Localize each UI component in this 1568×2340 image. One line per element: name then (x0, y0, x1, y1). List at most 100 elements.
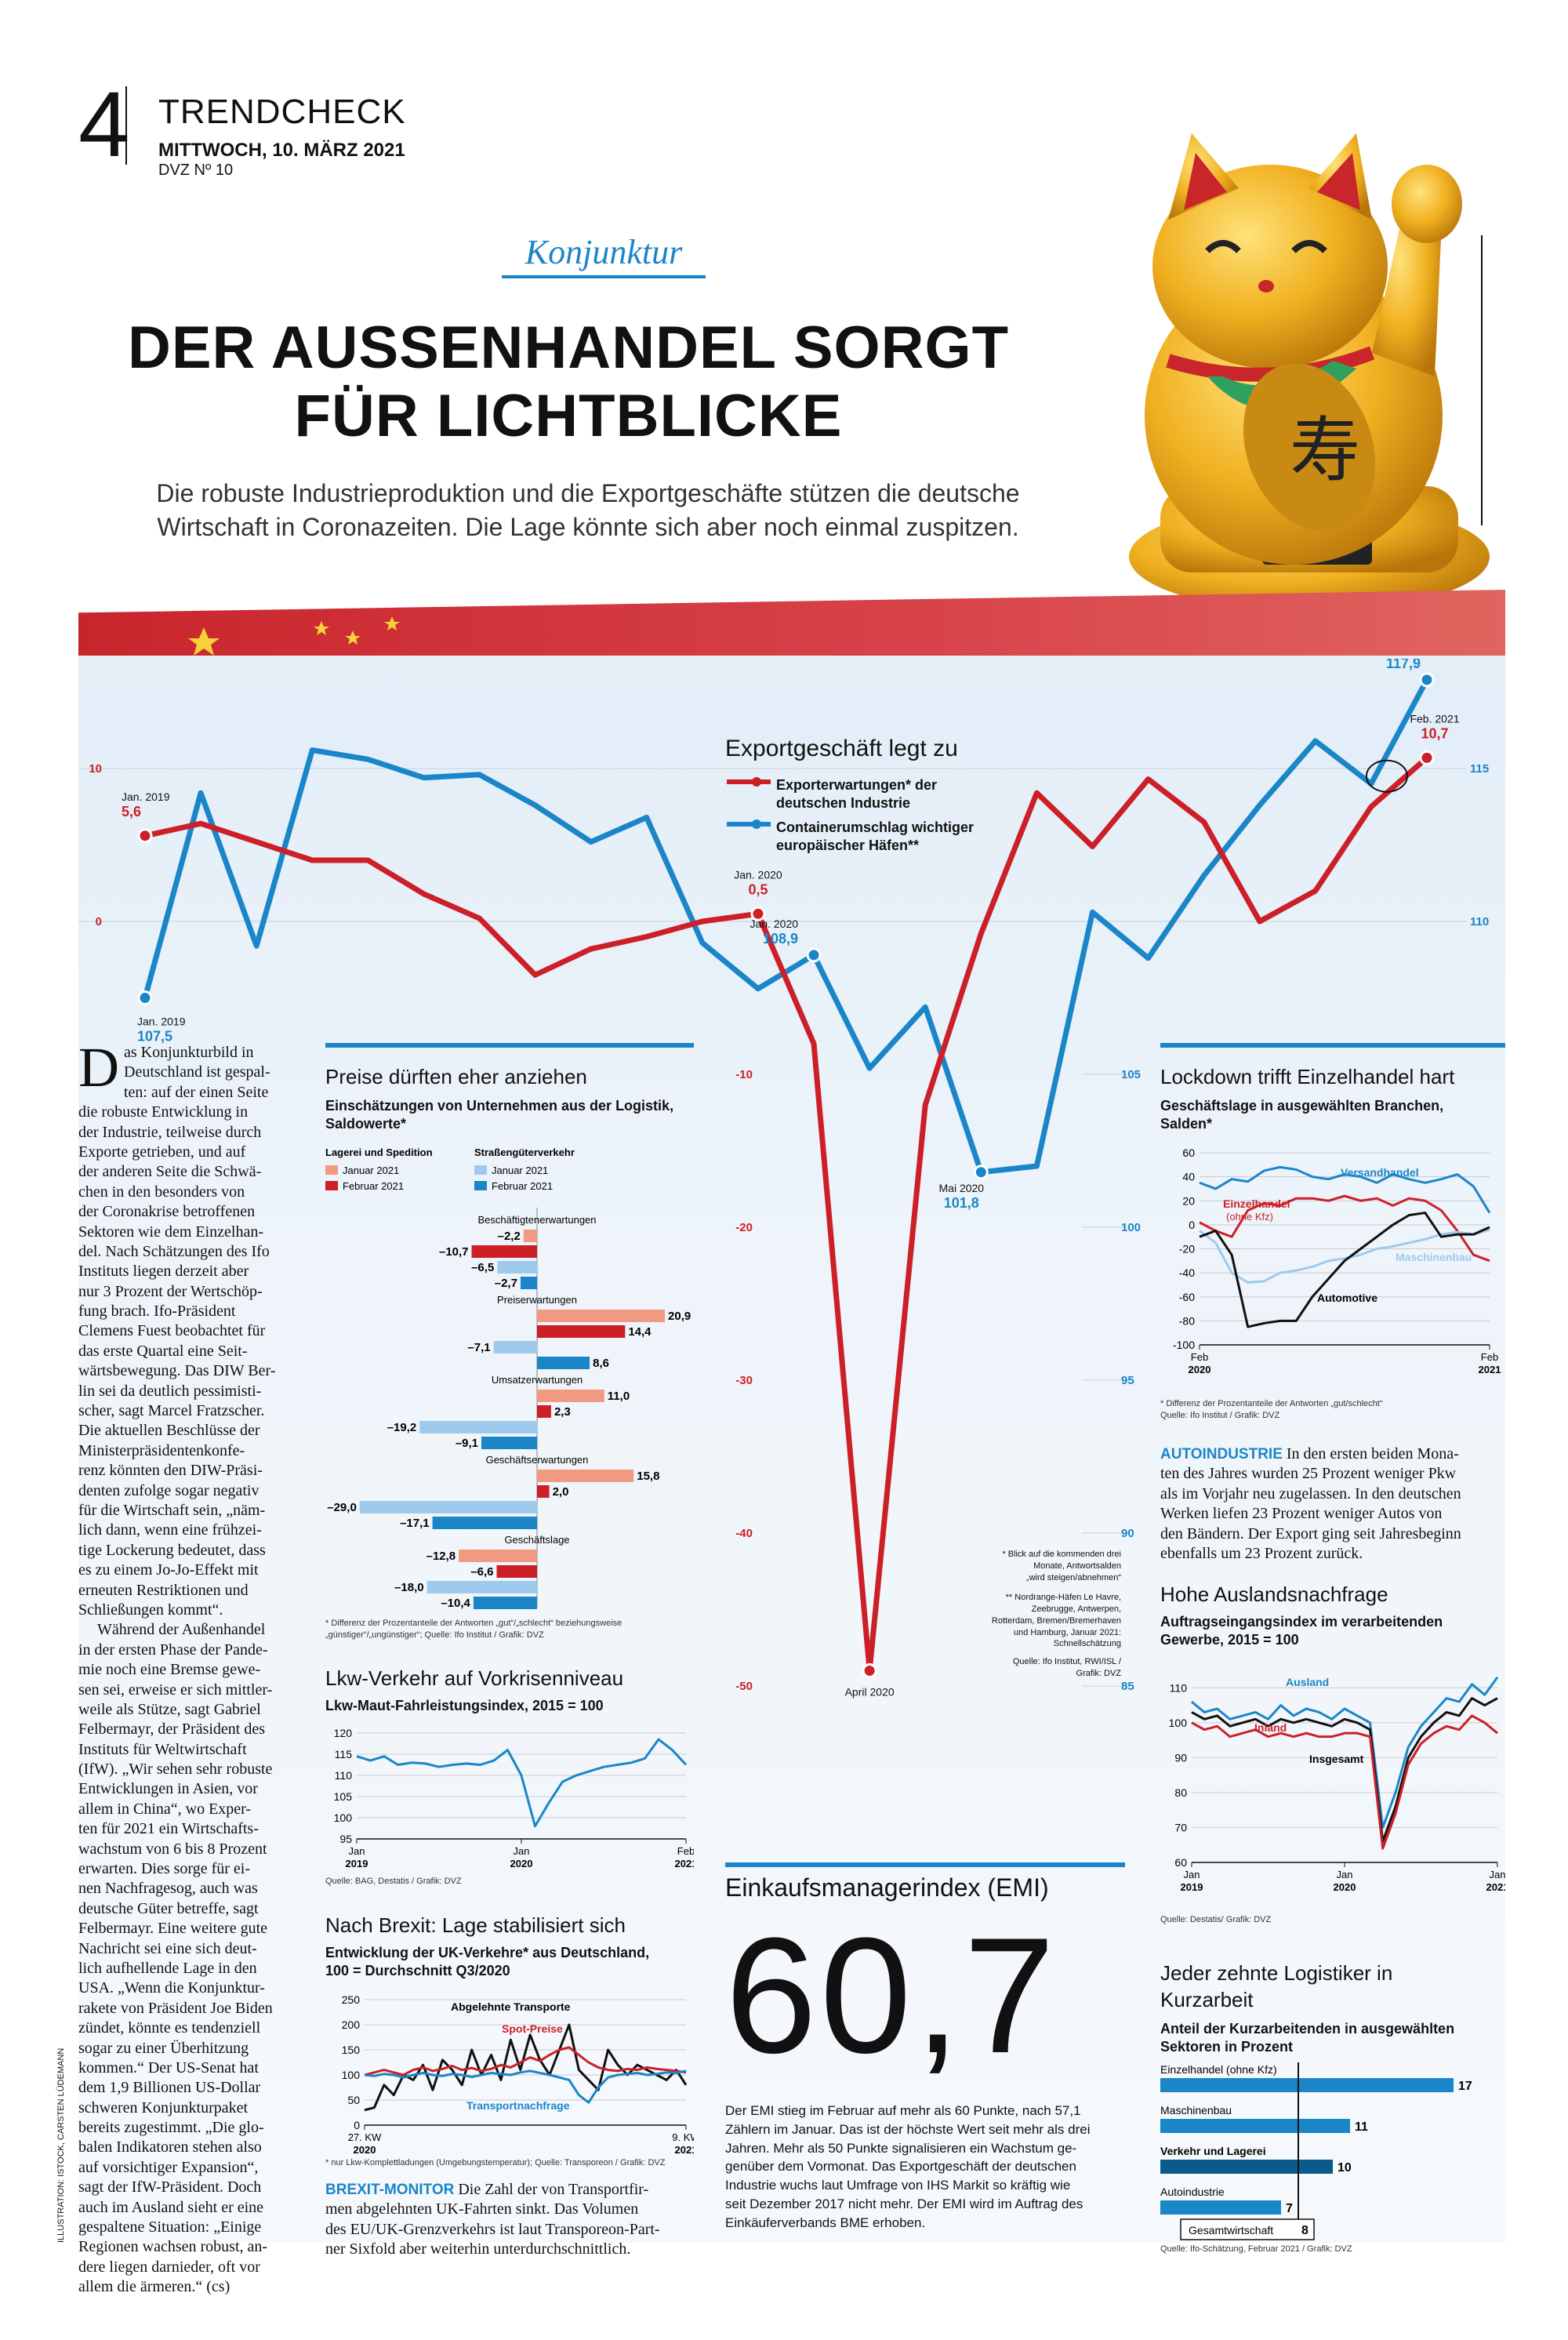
export-right-tick: 100 (1121, 1221, 1141, 1234)
prices-bar (359, 1501, 537, 1513)
export-point-value: 108,9 (763, 931, 798, 947)
brexit-chart-x-label: 2020 (354, 2144, 376, 2156)
prices-bar (537, 1405, 551, 1418)
prices-legend-swatch (325, 1165, 338, 1175)
prices-legend-label: Januar 2021 (343, 1165, 399, 1176)
emi-text-line: Der EMI stieg im Februar auf mehr als 60… (725, 2103, 1081, 2118)
article-line: nen Nachfragesog, auch was (78, 1880, 258, 1898)
kurzarbeit-title-line: Kurzarbeit (1160, 1987, 1254, 2011)
article-line: Entwicklungen in Asien, vor (78, 1780, 258, 1798)
prices-bar-label: –17,1 (400, 1517, 430, 1530)
prices-legend-swatch (474, 1181, 487, 1190)
brexit-monitor: BREXIT-MONITOR Die Zahl der von Transpor… (325, 2180, 694, 2260)
export-footnote-1-line: Monate, Antwortsalden (1033, 1561, 1121, 1571)
article-line: Felbermayr. Eine weitere gute (78, 1920, 268, 1938)
prices-category-label: Beschäftigtenerwartungen (477, 1214, 596, 1226)
prices-bar-label: –10,4 (441, 1597, 470, 1610)
autoindustrie-line: als im Vorjahr neu zugelassen. In den de… (1160, 1484, 1461, 1502)
brexit-monitor-text: Die Zahl der von Transportfir- (454, 2181, 649, 2198)
prices-bar (481, 1437, 537, 1449)
ausland-subtitle-line: Gewerbe, 2015 = 100 (1160, 1632, 1299, 1648)
einzel-series-label: Einzelhandel (1223, 1197, 1290, 1210)
export-right-tick: 90 (1121, 1527, 1134, 1540)
export-right-tick: 115 (1470, 762, 1489, 776)
export-point-date: Jan. 2019 (122, 790, 170, 803)
kurz-category-label: Einzelhandel (ohne Kfz) (1160, 2063, 1277, 2076)
prices-bar-label: –12,8 (426, 1550, 456, 1563)
prices-legend-swatch (474, 1165, 487, 1175)
kurzarbeit-card: Jeder zehnte Logistiker in Kurzarbeit An… (1160, 1960, 1505, 2056)
article-line: allem die ärmeren.“ (cs) (78, 2278, 230, 2296)
einzel-chart-x-label: 2020 (1189, 1364, 1211, 1375)
kurz-category-label: Maschinenbau (1160, 2104, 1232, 2117)
export-left-tick: -10 (735, 1068, 753, 1081)
export-point-value: 101,8 (944, 1195, 979, 1211)
prices-bar-label: –2,2 (498, 1230, 521, 1243)
autoindustrie-text: AUTOINDUSTRIE In den ersten beiden Mona-… (1160, 1444, 1505, 1564)
kurz-bar-label: 17 (1458, 2080, 1472, 2093)
export-line-expectations (144, 755, 1429, 1673)
prices-bar-label: –29,0 (327, 1501, 357, 1514)
lead: Die robuste Industrieproduktion und die … (78, 477, 1098, 544)
article-line: Instituts liegen derzeit aber (78, 1263, 249, 1281)
lkw-chart-x-label: Jan (514, 1845, 530, 1857)
card-top-rule (325, 1043, 694, 1048)
ausland-chart-y-tick: 80 (1174, 1786, 1187, 1799)
lkw-chart-x-label: 2020 (510, 1858, 533, 1869)
kurz-bar-label: 11 (1355, 2120, 1368, 2134)
article-line: scher, sagt Marcel Fratzscher. (78, 1402, 265, 1420)
brexit-monitor-line: ner Sixfold aber weiterhin unterdurchsch… (325, 2240, 631, 2258)
prices-bar (537, 1390, 604, 1402)
prices-legend-label: Januar 2021 (492, 1165, 548, 1176)
brexit-title: Nach Brexit: Lage stabilisiert sich (325, 1913, 626, 1937)
emi-text-line: seit Dezember 2017 nicht mehr. Der EMI w… (725, 2196, 1083, 2211)
einzel-chart-y-tick: 0 (1189, 1219, 1195, 1231)
export-point-value: 5,6 (122, 804, 141, 819)
prices-bar (520, 1277, 537, 1289)
kurzarbeit-subtitle: Anteil der Kurzarbeitenden in ausgewählt… (1160, 2020, 1505, 2057)
article-line: Nachricht sei eine sich deut- (78, 1939, 257, 1957)
brexit-monitor-line: men abgelehnten UK-Fahrten sinkt. Das Vo… (325, 2200, 639, 2218)
export-point-date: Jan. 2020 (750, 917, 799, 930)
lead-line-1: Die robuste Industrieproduktion und die … (156, 479, 1020, 507)
prices-category-label: Geschäftslage (504, 1534, 569, 1546)
ausland-chart-series-line (1191, 1697, 1498, 1843)
article-line: der anderen Seite die Schwä- (78, 1163, 262, 1181)
kurzarbeit-source: Quelle: Ifo-Schätzung, Februar 2021 / Gr… (1160, 2244, 1352, 2254)
article-line: Die aktuellen Beschlüsse der (78, 1422, 260, 1440)
kurzarbeit-subtitle-line: Anteil der Kurzarbeitenden in ausgewählt… (1160, 2020, 1455, 2037)
export-point (1419, 672, 1435, 688)
prices-legend-title: Straßengüterverkehr (474, 1146, 575, 1158)
brexit-monitor-line: BREXIT-MONITOR Die Zahl der von Transpor… (325, 2180, 694, 2200)
brexit-chart-y-tick: 150 (342, 2044, 361, 2056)
ausland-chart-y-tick: 60 (1174, 1856, 1187, 1869)
article-line: Exporte getrieben, und auf (78, 1143, 246, 1161)
einzel-chart-y-tick: -40 (1179, 1266, 1195, 1279)
autoindustrie-line-text: In den ersten beiden Mona- (1282, 1445, 1459, 1462)
ausland-chart-y-tick: 90 (1174, 1751, 1187, 1764)
prices-bar-label: –10,7 (439, 1245, 469, 1259)
article-line: zündet, könnte es tendenziell (78, 2019, 261, 2037)
prices-bar-label: 2,3 (554, 1405, 571, 1419)
prices-card: Preise dürften eher anziehen Einschätzun… (325, 1043, 694, 1134)
prices-legend-label: Februar 2021 (343, 1180, 404, 1192)
ausland-chart: 11010090807060Jan2019Jan2020Jan2021Ausla… (1169, 1676, 1505, 1893)
article-line: Sektoren wie dem Einzelhan- (78, 1223, 264, 1241)
lkw-chart-y-tick: 105 (334, 1790, 353, 1803)
kurz-reference-box (1180, 2218, 1315, 2240)
prices-bar-label: 2,0 (553, 1485, 569, 1499)
export-footnote-1-line: „wird steigen/abnehmen“ (1025, 1572, 1121, 1582)
ausland-chart-y-tick: 70 (1174, 1821, 1187, 1833)
illustration-credit: ILLUSTRATION: ISTOCK, CARSTEN LÜDEMANN (56, 2048, 66, 2243)
prices-bar (537, 1325, 626, 1338)
export-point-date: Mai 2020 (939, 1182, 985, 1194)
einzelhandel-footnote: * Differenz der Prozentanteile der Antwo… (1160, 1398, 1383, 1422)
kicker: Konjunktur (502, 232, 706, 278)
prices-bar-label: 8,6 (593, 1357, 609, 1370)
einzelhandel-title: Lockdown trifft Einzelhandel hart (1160, 1065, 1455, 1088)
lkw-chart-x-label: 2021 (675, 1858, 694, 1869)
brexit-series-label: Abgelehnte Transporte (451, 2000, 571, 2013)
article-line: chen in den besonders von (78, 1183, 245, 1201)
export-left-tick: -20 (735, 1221, 753, 1234)
